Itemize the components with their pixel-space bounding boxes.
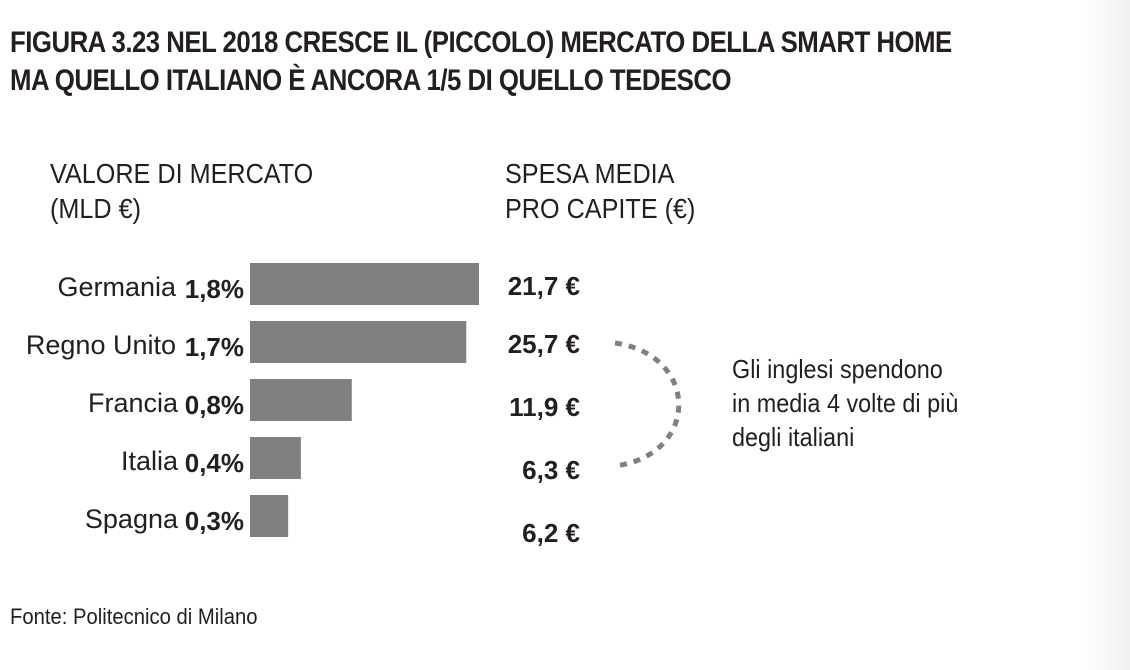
per-capita-spend-label: 6,2 € bbox=[522, 518, 580, 548]
category-label: Italia bbox=[121, 446, 179, 476]
annotation-line-3: degli italiani bbox=[732, 422, 855, 452]
category-label: Spagna bbox=[85, 504, 179, 534]
bar-spagna bbox=[250, 495, 289, 537]
per-capita-spend-label: 25,7 € bbox=[508, 329, 580, 359]
bar-regno-unito bbox=[250, 321, 467, 363]
market-value-header-line2: (MLD €) bbox=[50, 193, 142, 224]
category-label: Francia bbox=[88, 388, 179, 418]
dashed-bracket-arc bbox=[614, 340, 682, 469]
annotation-line-2: in media 4 volte di più bbox=[732, 388, 959, 418]
market-value-header-line1: VALORE DI MERCATO bbox=[50, 158, 314, 189]
bar-germania bbox=[250, 263, 479, 305]
per-capita-header: SPESA MEDIA PRO CAPITE (€) bbox=[505, 156, 695, 226]
source-note: Fonte: Politecnico di Milano bbox=[10, 604, 258, 629]
per-capita-header-line2: PRO CAPITE (€) bbox=[505, 193, 696, 224]
category-label: Regno Unito bbox=[26, 330, 176, 360]
market-value-label: 0,3% bbox=[185, 506, 244, 536]
market-value-label: 1,8% bbox=[185, 274, 244, 304]
title-line-1: FIGURA 3.23 NEL 2018 CRESCE IL (PICCOLO)… bbox=[10, 26, 952, 59]
market-value-label: 1,7% bbox=[185, 332, 244, 362]
category-label: Germania bbox=[57, 272, 177, 302]
annotation-note: Gli inglesi spendono in media 4 volte di… bbox=[732, 352, 958, 454]
market-value-label: 0,8% bbox=[185, 390, 244, 420]
market-value-header: VALORE DI MERCATO (MLD €) bbox=[50, 156, 313, 226]
per-capita-spend-label: 21,7 € bbox=[508, 271, 580, 301]
bar-italia bbox=[250, 437, 301, 479]
bar-francia bbox=[250, 379, 352, 421]
chart-title: FIGURA 3.23 NEL 2018 CRESCE IL (PICCOLO)… bbox=[10, 24, 952, 100]
per-capita-header-line1: SPESA MEDIA bbox=[505, 158, 675, 189]
per-capita-spend-label: 6,3 € bbox=[522, 455, 580, 485]
annotation-line-1: Gli inglesi spendono bbox=[732, 354, 943, 384]
per-capita-spend-label: 11,9 € bbox=[509, 392, 580, 422]
market-value-label: 0,4% bbox=[185, 448, 244, 478]
title-line-2: MA QUELLO ITALIANO È ANCORA 1/5 DI QUELL… bbox=[10, 64, 732, 97]
